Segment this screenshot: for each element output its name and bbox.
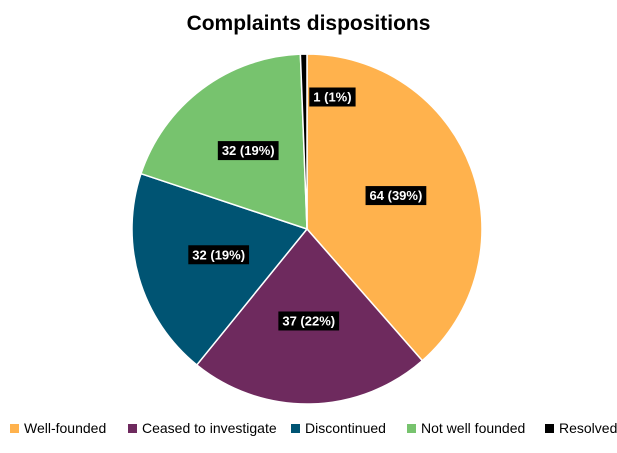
legend-label: Not well founded [421, 420, 526, 436]
pie-slice-discontinued [131, 172, 309, 366]
svg-text:32 (19%): 32 (19%) [222, 143, 275, 158]
legend-item-resolved: Resolved [545, 420, 617, 436]
data-label-well-founded: 64 (39%) [365, 186, 427, 206]
legend-item-well-founded: Well-founded [10, 420, 106, 436]
legend-swatch [291, 423, 300, 433]
data-labels: 64 (39%) 37 (22%) 32 (19%) 32 (19%) 1 (1%) [188, 87, 427, 331]
legend-swatch [407, 423, 416, 433]
svg-text:1 (1%): 1 (1%) [313, 90, 351, 105]
svg-text:37 (22%): 37 (22%) [282, 313, 335, 328]
pie-slice-well-founded [306, 53, 483, 362]
svg-text:32 (19%): 32 (19%) [192, 247, 245, 262]
legend-item-discontinued: Discontinued [291, 420, 386, 436]
legend-item-not-well-founded: Not well founded [407, 420, 525, 436]
data-label-discontinued: 32 (19%) [188, 245, 250, 265]
legend: Well-founded Ceased to investigate Disco… [10, 420, 617, 440]
legend-label: Resolved [559, 420, 617, 436]
legend-item-ceased-to-investigate: Ceased to investigate [128, 420, 277, 436]
pie-slices [131, 53, 483, 405]
legend-swatch [10, 423, 19, 433]
data-label-resolved: 1 (1%) [309, 87, 356, 107]
legend-label: Well-founded [24, 420, 107, 436]
legend-swatch [128, 423, 137, 433]
legend-label: Discontinued [305, 420, 386, 436]
pie-slice-resolved [299, 53, 308, 230]
svg-text:64 (39%): 64 (39%) [370, 188, 423, 203]
data-label-not-well-founded: 32 (19%) [217, 141, 279, 161]
legend-swatch [545, 423, 554, 433]
legend-label: Ceased to investigate [142, 420, 277, 436]
data-label-ceased-to-investigate: 37 (22%) [278, 311, 340, 331]
chart-title: Complaints dispositions [186, 12, 431, 35]
